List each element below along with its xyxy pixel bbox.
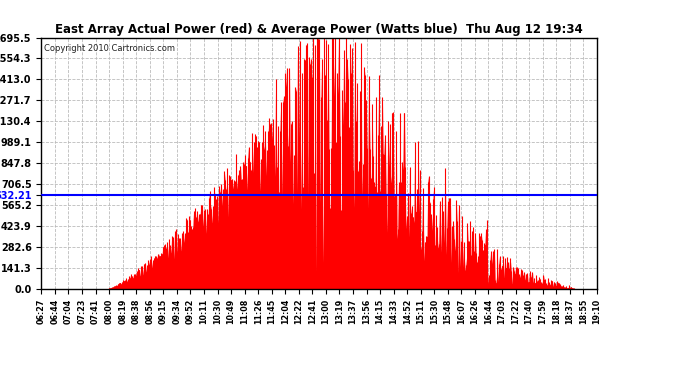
Text: Copyright 2010 Cartronics.com: Copyright 2010 Cartronics.com (44, 44, 175, 53)
Title: East Array Actual Power (red) & Average Power (Watts blue)  Thu Aug 12 19:34: East Array Actual Power (red) & Average … (55, 23, 583, 36)
